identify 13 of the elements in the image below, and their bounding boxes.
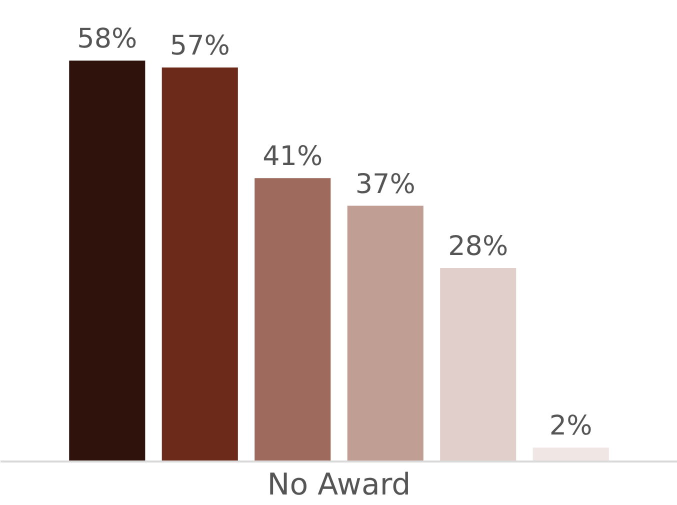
x-axis-title: No Award: [267, 468, 411, 502]
bar: [532, 448, 609, 462]
data-label: 2%: [549, 410, 592, 442]
bar: [69, 60, 146, 462]
data-label: 58%: [77, 24, 138, 55]
bar: [162, 68, 238, 462]
bar: [254, 178, 331, 462]
bar: [347, 206, 424, 462]
data-label: 37%: [355, 168, 416, 200]
bar: [440, 268, 516, 462]
data-label: 28%: [448, 230, 508, 262]
data-label: 57%: [170, 30, 230, 62]
data-label: 41%: [262, 141, 323, 172]
